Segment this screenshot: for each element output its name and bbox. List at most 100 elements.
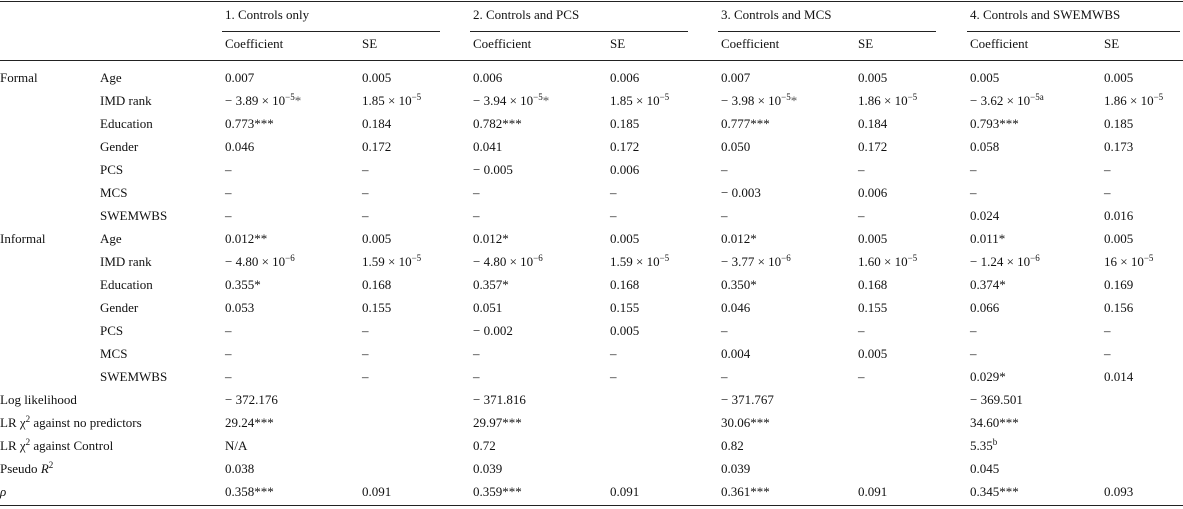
row-group: Log likelihood [0,392,77,407]
cell: 0.016 [1104,208,1134,223]
text-part: −5 [907,253,918,263]
text-part: −6 [533,253,543,263]
cell: 29.97*** [473,415,522,430]
text-part: b [992,437,998,447]
cell: 0.359*** [473,484,522,499]
cell: 1.60 × 10−5 [858,254,917,270]
cell: 0.361*** [721,484,770,499]
cell: – [970,185,977,200]
cell: – [970,323,977,338]
cell: 0.777*** [721,116,770,131]
cell: − 0.003 [721,185,761,200]
row-label: PCS [100,323,124,338]
row-label: Education [100,116,153,131]
cell: − 4.80 × 10−6 [225,254,295,270]
text-part: R [40,461,49,476]
column-subtitle: SE [858,36,874,51]
text-part: 2 [25,414,31,424]
cell: − 371.816 [473,392,526,407]
cell: 0.038 [225,461,255,476]
cell: – [610,185,617,200]
text-part: − 3.94 × 10 [473,93,534,108]
text-part: 1.86 × 10 [1104,93,1154,108]
cell: 0.185 [610,116,640,131]
cell: − 4.80 × 10−6 [473,254,543,270]
row-label: IMD rank [100,93,152,108]
top-rule [0,1,1183,2]
text-part: −5a [1030,92,1044,102]
cell: – [225,208,232,223]
row-group: LR χ2 against Control [0,438,113,454]
cell: 16 × 10−5 [1104,254,1153,270]
text-part: against no predictors [30,415,142,430]
cell: – [362,208,369,223]
cell: 0.172 [858,139,888,154]
text-part: −5 [533,92,543,102]
row-group: ρ [0,484,6,500]
cell: 0.168 [858,277,888,292]
cell: 0.72 [473,438,496,453]
cell: 0.185 [1104,116,1134,131]
row-group: Informal [0,231,46,246]
cell: 0.012** [225,231,268,246]
group-rule [718,31,936,32]
cell: 0.184 [362,116,392,131]
cell: 0.011* [970,231,1006,246]
cell: 0.006 [610,70,640,85]
cell: 5.35b [970,438,997,454]
cell: 1.85 × 10−5 [362,93,421,109]
cell: 34.60*** [970,415,1019,430]
text-part: − 3.77 × 10 [721,254,782,269]
text-part: −5 [781,92,791,102]
text-part: 1.85 × 10 [610,93,660,108]
cell: 0.173 [1104,139,1134,154]
cell: 0.046 [225,139,255,154]
cell: 0.005 [858,70,888,85]
text-part: −5 [285,92,295,102]
cell: 0.039 [473,461,503,476]
cell: 0.172 [362,139,392,154]
cell: 0.029* [970,369,1006,384]
cell: – [362,323,369,338]
cell: – [721,208,728,223]
text-part: −5 [659,253,670,263]
column-subtitle: SE [362,36,378,51]
cell: – [1104,162,1111,177]
column-title: 1. Controls only [225,7,310,22]
cell: 0.012* [721,231,757,246]
cell: – [225,162,232,177]
cell: 0.006 [858,185,888,200]
cell: 0.357* [473,277,509,292]
cell: 0.014 [1104,369,1134,384]
cell: 30.06*** [721,415,770,430]
cell: − 369.501 [970,392,1023,407]
cell: 0.169 [1104,277,1134,292]
bottom-rule [0,505,1183,506]
cell: − 3.62 × 10−5a [970,93,1044,109]
cell: 0.155 [858,300,888,315]
cell: 0.007 [225,70,255,85]
cell: 1.86 × 10−5 [1104,93,1163,109]
text-part: 5.35 [970,438,993,453]
row-label: PCS [100,162,124,177]
cell: 0.345*** [970,484,1019,499]
column-title: 4. Controls and SWEMWBS [970,7,1121,22]
cell: 0.091 [610,484,640,499]
cell: 0.005 [362,231,392,246]
cell: 0.168 [362,277,392,292]
cell: – [225,369,232,384]
text-part: −5 [411,92,422,102]
cell: 0.041 [473,139,503,154]
cell: 0.066 [970,300,1000,315]
cell: 0.793*** [970,116,1019,131]
cell: 1.86 × 10−5 [858,93,917,109]
row-label: MCS [100,346,128,361]
cell: – [473,185,480,200]
text-part: − 1.24 × 10 [970,254,1031,269]
text-part: −6 [1030,253,1040,263]
cell: − 3.94 × 10−5* [473,93,549,109]
cell: 0.005 [1104,70,1134,85]
row-label: SWEMWBS [100,208,168,223]
row-label: Gender [100,300,139,315]
cell: – [610,369,617,384]
